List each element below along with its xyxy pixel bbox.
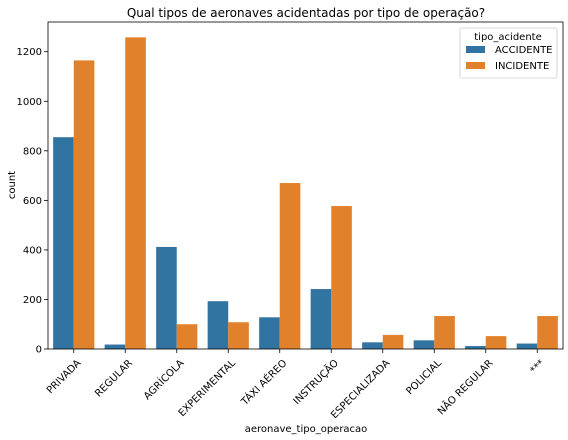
bar-incidente-experimental	[228, 322, 249, 349]
y-tick-label: 800	[23, 146, 42, 157]
bar-accidente-regular	[105, 345, 126, 349]
legend-label-accidente: ACCIDENTE	[495, 45, 553, 56]
bar-incidente-agricola	[177, 324, 198, 349]
chart-title: Qual tipos de aeronaves acidentadas por …	[127, 6, 485, 20]
y-tick-label: 600	[23, 196, 42, 207]
bar-incidente-instrucao	[331, 206, 352, 349]
bar-incidente-regular	[125, 37, 146, 349]
y-tick-label: 1000	[17, 97, 42, 108]
bar-accidente-instrucao	[311, 289, 332, 349]
legend-swatch-incidente	[466, 62, 485, 69]
y-axis-title: count	[7, 171, 18, 199]
bar-accidente-taxi-aereo	[259, 317, 280, 349]
y-tick-label: 400	[23, 245, 42, 256]
legend-title: tipo_acidente	[474, 32, 541, 43]
x-axis-title: aeronave_tipo_operacao	[245, 424, 368, 435]
bar-incidente-other	[537, 316, 558, 349]
bar-accidente-especializada	[362, 342, 383, 349]
bar-incidente-nao-regular	[486, 336, 507, 349]
bar-incidente-privada	[74, 60, 95, 349]
bar-accidente-privada	[53, 137, 74, 349]
legend-label-incidente: INCIDENTE	[495, 61, 549, 72]
y-tick-label: 0	[36, 345, 42, 356]
bar-incidente-especializada	[383, 335, 404, 349]
legend-swatch-accidente	[466, 46, 485, 53]
bar-accidente-other	[517, 344, 538, 349]
bar-incidente-taxi-aereo	[280, 183, 301, 349]
bar-accidente-agricola	[156, 247, 177, 349]
bar-accidente-nao-regular	[465, 346, 486, 349]
legend: tipo_acidente ACCIDENTE INCIDENTE	[460, 28, 557, 78]
bar-accidente-policial	[414, 340, 435, 349]
bar-incidente-policial	[434, 316, 455, 349]
y-tick-label: 1200	[17, 47, 42, 58]
bar-accidente-experimental	[208, 301, 229, 349]
y-tick-label: 200	[23, 295, 42, 306]
